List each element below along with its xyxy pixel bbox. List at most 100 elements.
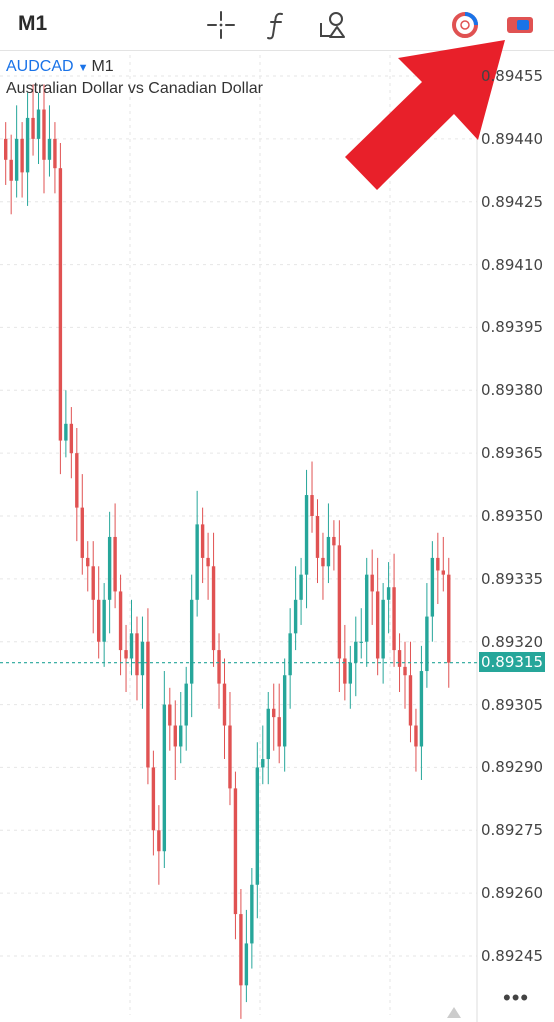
candle-body <box>75 453 79 508</box>
chart-timeframe: M1 <box>91 58 114 75</box>
candle-body <box>299 574 303 600</box>
candle-body <box>419 671 424 747</box>
candle-body <box>244 943 249 986</box>
objects-icon[interactable] <box>316 8 350 42</box>
candle-body <box>42 109 46 160</box>
symbol-description: Australian Dollar vs Canadian Dollar <box>6 80 264 97</box>
candle-body <box>211 566 216 651</box>
scroll-marker-icon <box>447 1007 461 1018</box>
candle-body <box>91 566 95 600</box>
function-icon[interactable] <box>260 8 294 42</box>
candle-body <box>31 117 35 139</box>
candle-body <box>436 557 440 571</box>
price-tick-label: 0.89245 <box>481 946 544 965</box>
price-tick-label: 0.89320 <box>481 632 544 651</box>
candle-body <box>107 536 112 600</box>
candle-body <box>129 633 134 659</box>
candle-body <box>359 641 363 643</box>
candle-body <box>293 599 298 634</box>
candle-body <box>337 545 342 659</box>
candle-body <box>315 515 320 558</box>
price-tick-label: 0.89290 <box>481 758 544 777</box>
candle-body <box>304 495 309 575</box>
candle-body <box>14 138 19 181</box>
price-tick-label: 0.89425 <box>481 192 544 211</box>
candle-body <box>414 725 418 747</box>
candle-body <box>64 423 68 441</box>
candle-body <box>343 658 347 684</box>
candle-body <box>189 599 194 684</box>
candle-body <box>102 599 106 642</box>
candle-body <box>381 599 385 659</box>
candle-body <box>53 138 57 169</box>
price-tick-label: 0.89365 <box>481 444 544 463</box>
candle-body <box>332 536 336 546</box>
candle-body <box>162 704 167 852</box>
red-arrow-icon <box>345 40 505 190</box>
candle-body <box>58 168 63 441</box>
price-tick-label: 0.89305 <box>481 695 544 714</box>
history-icon[interactable] <box>448 8 482 42</box>
candle-body <box>255 767 260 885</box>
candle-body <box>36 109 41 139</box>
price-tick-label: 0.89260 <box>481 884 544 903</box>
symbol-name[interactable]: AUDCAD <box>6 58 74 75</box>
candle-body <box>326 536 331 567</box>
price-tick-label: 0.89275 <box>481 821 544 840</box>
candle-body <box>261 759 265 768</box>
candle-body <box>282 675 287 747</box>
top-toolbar: M1 <box>0 0 554 51</box>
candle-body <box>146 641 150 768</box>
candle-body <box>140 641 145 676</box>
candle-body <box>386 587 391 600</box>
candle-body <box>272 708 276 718</box>
candle-body <box>222 683 227 726</box>
candle-body <box>348 662 353 684</box>
price-tick-label: 0.89350 <box>481 506 544 525</box>
candle-body <box>9 159 13 181</box>
price-tick-label: 0.89440 <box>481 129 544 148</box>
candle-body <box>397 650 402 667</box>
candle-body <box>135 633 139 676</box>
candle-body <box>375 591 380 659</box>
candle-body <box>425 616 429 672</box>
candle-body <box>365 574 369 642</box>
candle-body <box>228 725 232 789</box>
candle-body <box>20 138 24 173</box>
trade-icon[interactable] <box>503 8 537 42</box>
candle-body <box>25 117 30 173</box>
candle-body <box>206 557 210 567</box>
candle-body <box>392 587 396 651</box>
candle-body <box>96 599 101 642</box>
candle-body <box>321 557 325 567</box>
symbol-header: AUDCAD ▼ M1 <box>6 58 114 76</box>
candle-body <box>200 524 205 558</box>
candle-body <box>250 884 254 944</box>
candle-body <box>310 495 314 516</box>
candle-body <box>288 633 292 676</box>
candle-body <box>441 570 445 575</box>
crosshair-icon[interactable] <box>204 8 238 42</box>
dropdown-triangle-icon[interactable]: ▼ <box>77 62 89 74</box>
candle-body <box>184 683 188 726</box>
candle-body <box>447 574 451 663</box>
candle-body <box>403 666 407 676</box>
more-options-icon[interactable]: ••• <box>503 985 530 1010</box>
candle-body <box>430 557 435 617</box>
price-tick-label: 0.89380 <box>481 381 544 400</box>
current-price-badge: 0.89315 <box>479 652 545 672</box>
timeframe-button[interactable]: M1 <box>18 12 48 35</box>
candle-body <box>69 423 74 454</box>
candle-body <box>179 725 183 747</box>
candle-body <box>151 767 156 831</box>
candle-body <box>408 675 413 726</box>
candle-body <box>233 788 238 915</box>
candle-body <box>354 641 358 663</box>
price-tick-label: 0.89395 <box>481 318 544 337</box>
candle-body <box>47 138 52 160</box>
price-tick-label: 0.89455 <box>481 67 544 85</box>
price-tick-label: 0.89410 <box>481 255 544 274</box>
candle-body <box>173 725 177 747</box>
candle-body <box>118 591 123 651</box>
